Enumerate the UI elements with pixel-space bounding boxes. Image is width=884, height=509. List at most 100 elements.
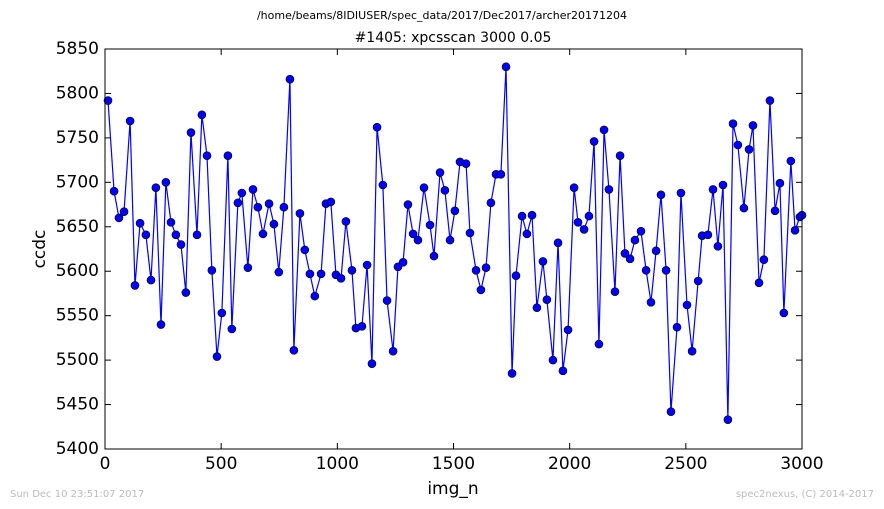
data-point [289, 346, 299, 355]
data-point [119, 207, 129, 216]
data-point [171, 230, 181, 240]
data-point [362, 260, 372, 270]
data-point [382, 296, 392, 305]
data-point [599, 125, 609, 135]
data-point [146, 275, 156, 285]
data-point [569, 183, 579, 192]
data-point [656, 190, 666, 200]
data-point [682, 300, 692, 310]
data-point [207, 266, 217, 275]
data-point [367, 359, 377, 368]
data-point [378, 180, 388, 190]
data-point [233, 198, 243, 208]
data-point [579, 225, 589, 234]
data-point [538, 257, 548, 266]
data-point [693, 276, 703, 286]
data-point [532, 303, 542, 312]
x-tick-label: 3000 [780, 454, 823, 474]
data-point [166, 218, 176, 227]
y-tick-label: 5500 [56, 350, 99, 370]
data-point [135, 218, 145, 228]
data-point [527, 210, 537, 220]
x-tick-label: 0 [100, 454, 111, 474]
data-point [687, 346, 697, 356]
data-point [770, 206, 780, 216]
data-point [511, 271, 521, 280]
data-point [310, 291, 320, 301]
y-tick-label: 5750 [56, 128, 99, 148]
data-point [237, 188, 247, 198]
data-point [305, 269, 315, 279]
data-point [486, 198, 496, 208]
data-point [471, 266, 481, 275]
x-axis-label: img_n [427, 479, 478, 499]
data-point [440, 186, 450, 195]
y-tick-label: 5600 [56, 261, 99, 281]
data-point [718, 180, 728, 190]
y-tick-label: 5450 [56, 395, 99, 415]
data-point [733, 140, 743, 150]
data-point [316, 269, 326, 279]
data-point [372, 122, 382, 132]
y-axis-label: ccdc [30, 230, 50, 269]
data-point [786, 156, 796, 166]
data-point [197, 110, 207, 120]
data-point [517, 211, 527, 221]
data-point [636, 226, 646, 236]
data-point [357, 322, 367, 331]
data-point [604, 185, 614, 194]
data-point [429, 251, 439, 261]
data-point [227, 324, 237, 334]
y-tick-label: 5800 [56, 83, 99, 103]
data-point [507, 369, 517, 378]
data-point [223, 151, 233, 160]
data-point [723, 415, 733, 424]
data-point [156, 320, 166, 329]
x-tick-label: 500 [205, 454, 237, 474]
data-point [625, 254, 635, 264]
data-point [759, 255, 769, 264]
data-point [326, 197, 336, 207]
data-point [748, 121, 758, 130]
data-point [739, 203, 749, 213]
data-point [151, 183, 161, 192]
data-point [279, 202, 289, 212]
data-point [341, 217, 351, 226]
data-point [253, 202, 263, 212]
data-point [589, 137, 599, 146]
data-point [141, 230, 151, 240]
data-point [713, 242, 723, 251]
data-point [465, 228, 475, 238]
data-point [181, 288, 191, 297]
data-point [388, 346, 398, 356]
data-point [584, 211, 594, 221]
x-tick-label: 1000 [316, 454, 359, 474]
data-point [461, 159, 471, 168]
data-point [779, 308, 789, 318]
data-point [435, 168, 445, 177]
x-tick-label: 2500 [664, 454, 707, 474]
data-point [790, 226, 800, 235]
data-point [542, 295, 552, 304]
data-point [295, 209, 305, 218]
data-point [212, 352, 222, 361]
data-point [553, 238, 563, 248]
data-point [161, 178, 171, 187]
data-point [243, 263, 253, 272]
data-point [192, 230, 202, 240]
data-point [744, 145, 754, 154]
data-point [476, 285, 486, 295]
data-point [445, 235, 455, 245]
x-tick-label: 1500 [432, 454, 475, 474]
data-point [754, 278, 764, 288]
data-point [264, 199, 274, 208]
data-point [558, 366, 568, 376]
data-point [672, 322, 682, 332]
data-point [620, 249, 630, 258]
data-point [130, 281, 140, 290]
data-point [661, 266, 671, 275]
data-point [408, 229, 418, 239]
data-point [563, 325, 573, 335]
data-point [573, 218, 583, 227]
